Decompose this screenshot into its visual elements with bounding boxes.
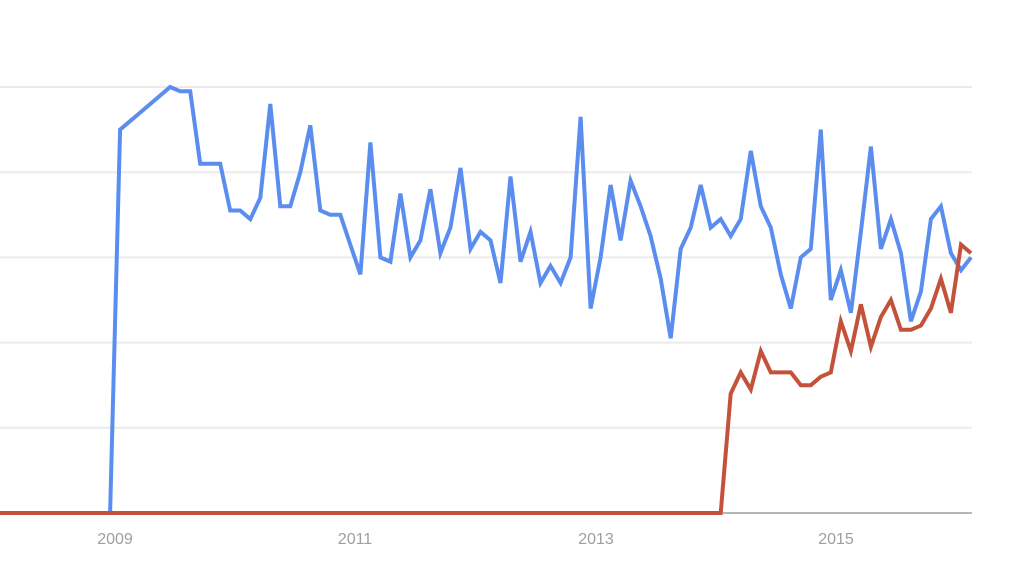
x-axis-ticks: 2009 2011 2013 2015 [97,531,854,548]
series-lines [0,84,973,515]
series-line-2 [0,240,973,515]
x-tick-label: 2015 [818,531,854,548]
x-tick-label: 2009 [97,531,133,548]
x-tick-label: 2013 [578,531,614,548]
series-line-1 [0,84,973,515]
x-tick-label: 2011 [338,531,373,548]
gridlines [0,86,972,429]
